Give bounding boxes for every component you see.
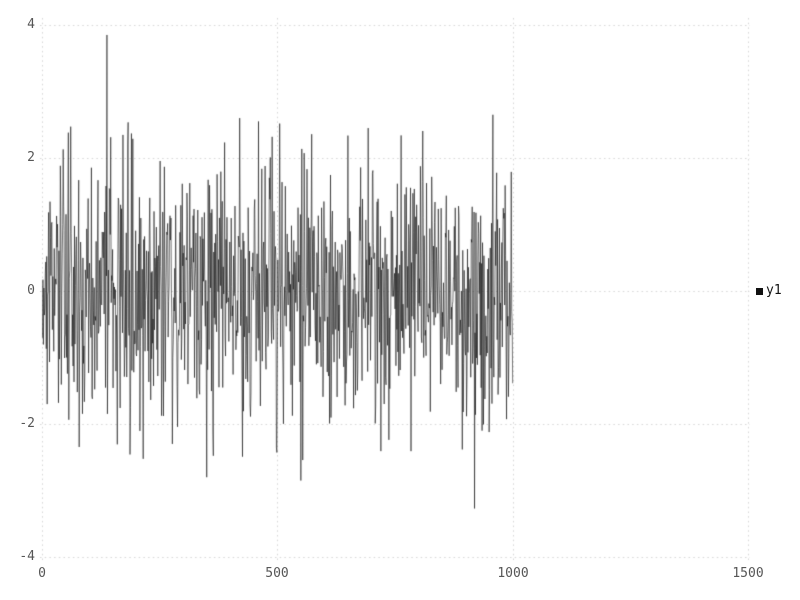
y-tick-label: -2 xyxy=(19,416,35,431)
x-tick-label: 1000 xyxy=(497,566,529,581)
x-tick-label: 0 xyxy=(38,566,46,581)
legend-square-marker xyxy=(756,287,763,295)
legend-label: y1 xyxy=(766,283,782,298)
x-tick-label: 1500 xyxy=(732,566,764,581)
y-tick-label: -4 xyxy=(19,549,35,564)
x-tick-label: 500 xyxy=(265,566,289,581)
legend: y1 xyxy=(756,284,782,298)
y-tick-label: 2 xyxy=(27,150,35,165)
y-tick-label: 0 xyxy=(27,283,35,298)
y-tick-label: 4 xyxy=(27,17,35,32)
